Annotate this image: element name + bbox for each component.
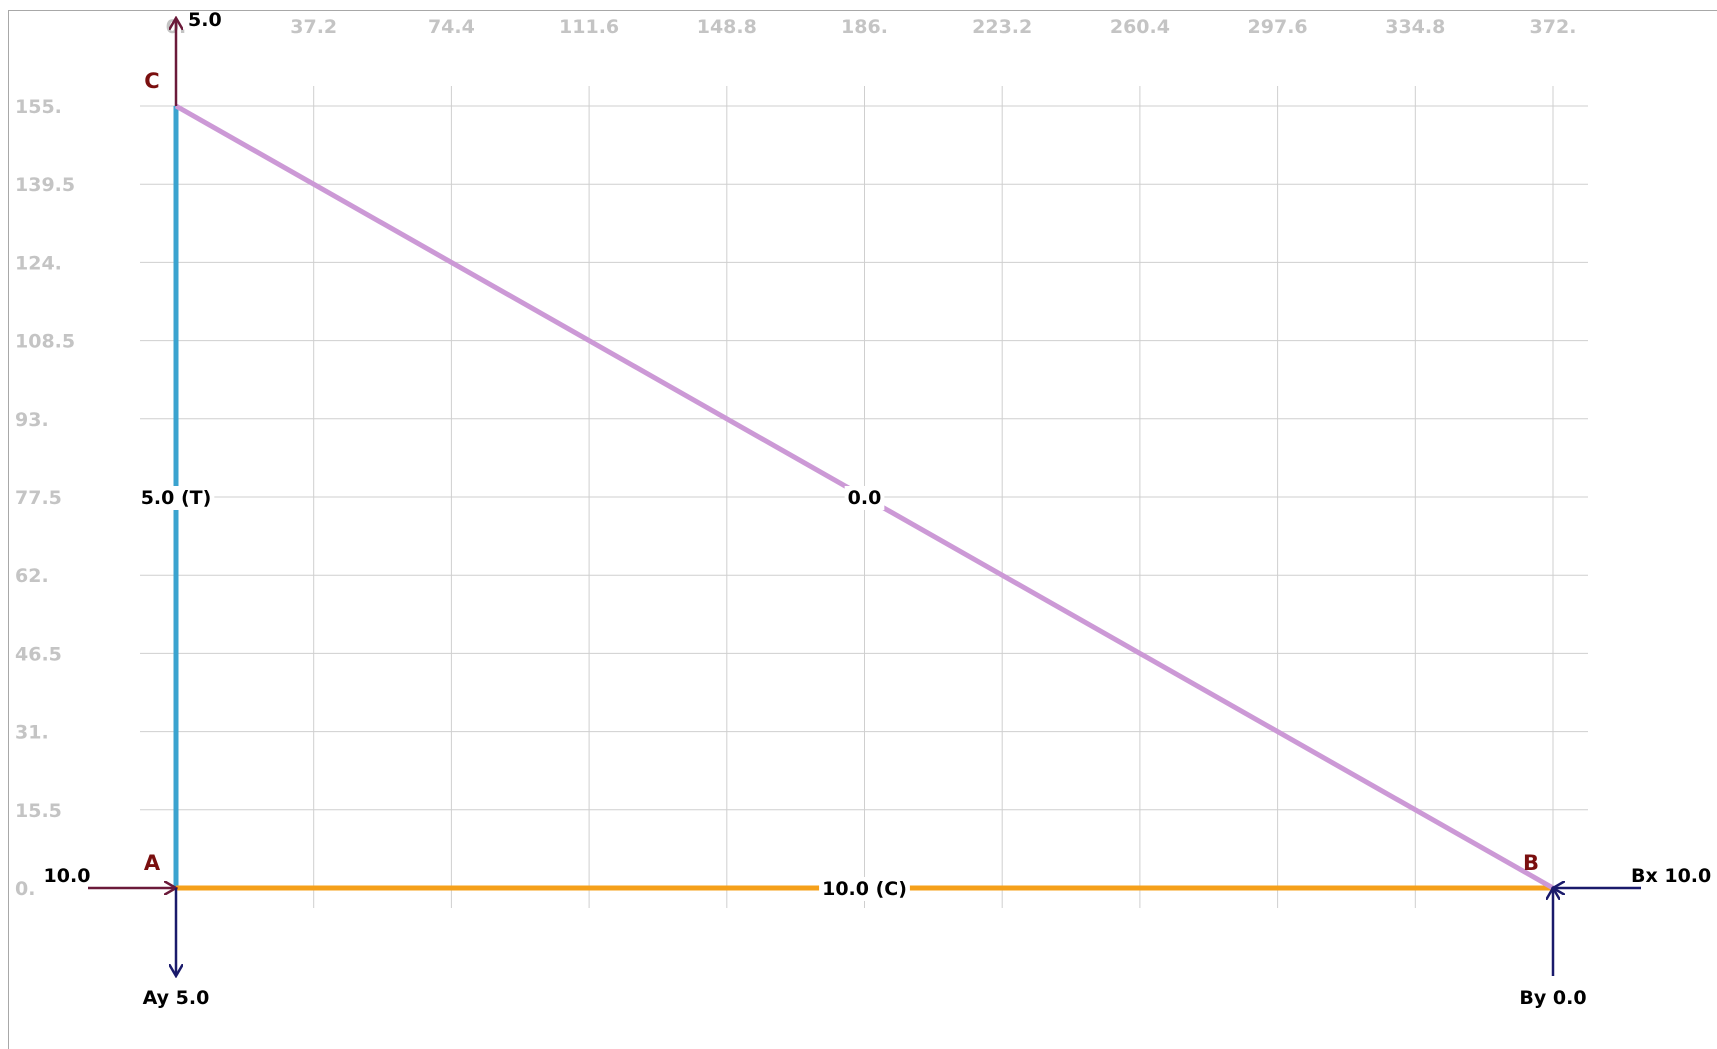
y-tick-label: 15.5: [15, 800, 62, 822]
y-tick-label: 155.: [15, 96, 62, 118]
y-tick-label: 93.: [15, 409, 49, 431]
y-tick-label: 124.: [15, 252, 62, 274]
member-label-backdrop: [137, 486, 215, 510]
x-tick-label: 260.4: [1110, 16, 1170, 38]
node-b-label: B: [1523, 851, 1539, 875]
y-tick-label: 139.5: [15, 174, 75, 196]
y-tick-label: 31.: [15, 722, 49, 744]
x-tick-label: 37.2: [290, 16, 337, 38]
x-tick-label: 334.8: [1385, 16, 1445, 38]
member-label-backdrop: [844, 486, 885, 510]
member-ac-force-label: 5.0 (T): [141, 487, 212, 509]
x-tick-label: 372.: [1530, 16, 1577, 38]
member-label-backdrop: [819, 877, 910, 901]
node-c-label: C: [144, 69, 159, 93]
member-bc-force-label: 0.0: [848, 487, 882, 509]
member-ab-force-label: 10.0 (C): [822, 878, 907, 900]
y-tick-label: 0.: [15, 878, 35, 900]
y-tick-label: 46.5: [15, 643, 62, 665]
reaction-ay-label: Ay 5.0: [143, 987, 210, 1009]
x-tick-label: 74.4: [428, 16, 475, 38]
frame-border-left: [8, 10, 9, 1049]
x-tick-label: 148.8: [697, 16, 757, 38]
force-arrows: [88, 18, 1641, 976]
y-tick-label: 77.5: [15, 487, 62, 509]
x-tick-label: 186.: [841, 16, 888, 38]
x-tick-label: 297.6: [1248, 16, 1308, 38]
node-a-label: A: [144, 851, 161, 875]
x-tick-label: 111.6: [559, 16, 619, 38]
frame-border-top: [8, 10, 1717, 11]
reaction-by-label: By 0.0: [1519, 987, 1586, 1009]
x-tick-label: 223.2: [972, 16, 1032, 38]
load-a-horizontal-label: 10.0: [44, 865, 91, 887]
labels: 5.0 (T) 10.0 (C) 0.0 10.0 5.0 Ay 5.0 Bx 10.0 By…: [44, 9, 1712, 1009]
reaction-bx-label: Bx 10.0: [1631, 865, 1711, 887]
y-tick-label: 108.5: [15, 331, 75, 353]
load-c-vertical-label: 5.0: [188, 9, 222, 31]
y-tick-label: 62.: [15, 565, 49, 587]
